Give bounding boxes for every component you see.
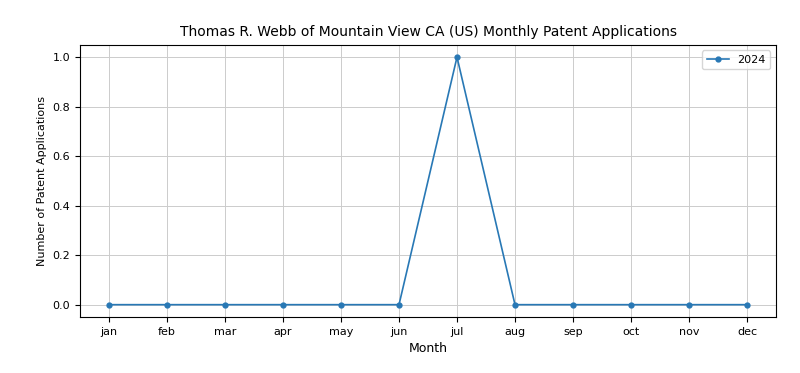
2024 bbox=[104, 303, 114, 307]
2024 bbox=[510, 303, 520, 307]
2024 bbox=[626, 303, 636, 307]
Title: Thomas R. Webb of Mountain View CA (US) Monthly Patent Applications: Thomas R. Webb of Mountain View CA (US) … bbox=[179, 25, 677, 40]
2024 bbox=[568, 303, 578, 307]
2024 bbox=[452, 55, 462, 59]
2024 bbox=[278, 303, 288, 307]
2024 bbox=[394, 303, 404, 307]
Y-axis label: Number of Patent Applications: Number of Patent Applications bbox=[37, 96, 47, 266]
2024 bbox=[162, 303, 172, 307]
Legend: 2024: 2024 bbox=[702, 50, 770, 69]
2024 bbox=[742, 303, 752, 307]
2024 bbox=[336, 303, 346, 307]
2024 bbox=[220, 303, 230, 307]
2024 bbox=[684, 303, 694, 307]
X-axis label: Month: Month bbox=[409, 342, 447, 355]
Line: 2024: 2024 bbox=[106, 55, 750, 307]
